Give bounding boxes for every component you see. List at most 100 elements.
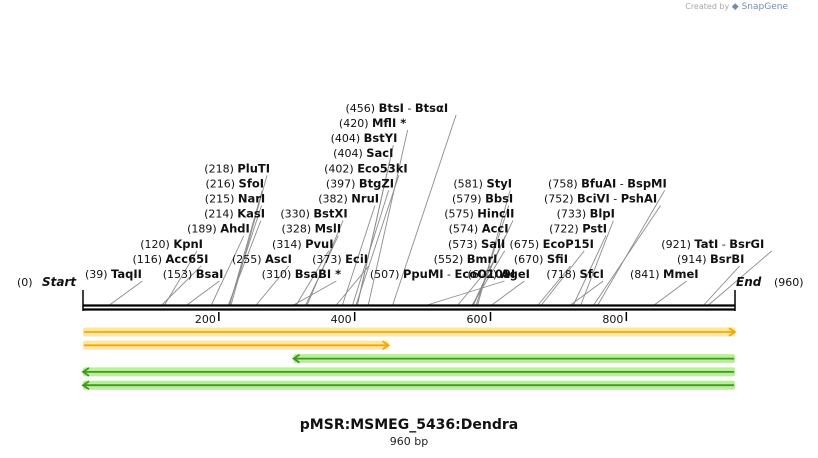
site-leader-line	[703, 265, 741, 306]
site-label-text: (456) BtsI - BtsαI	[345, 101, 448, 115]
site-position: (255)	[232, 253, 265, 266]
site-position: (153)	[163, 268, 196, 281]
credit-brand: SnapGene	[741, 2, 788, 12]
site-position: (579)	[452, 193, 485, 206]
site-label: (552) BmrI	[434, 252, 498, 266]
site-label: (718) SfcI	[546, 267, 603, 281]
sequence-backbone	[82, 290, 736, 311]
site-label-text: (914) BsrBI	[677, 252, 744, 266]
site-label: (574) AccI	[449, 222, 509, 236]
site-leader-line	[186, 280, 220, 306]
site-label: (153) BsaI	[163, 267, 224, 281]
site-leader-line	[475, 205, 510, 306]
site-label: (404) BstYI	[331, 131, 398, 145]
site-label: (215) NarI	[205, 192, 265, 206]
site-enzyme-name: BtsI	[379, 101, 404, 115]
site-position: (216)	[205, 177, 238, 190]
site-label: (733) BlpI	[557, 207, 615, 221]
site-position: (581)	[453, 177, 486, 190]
site-leader-line	[355, 175, 400, 306]
site-label-text: (404) SacI	[333, 146, 393, 160]
site-label-text: (573) SalI	[448, 237, 505, 251]
site-label-text: (330) BstXI	[280, 207, 347, 221]
site-labels: (39) TaqII(116) Acc65I(120) KpnI (153) Bs…	[85, 101, 764, 281]
site-enzyme-name: BsaI	[196, 267, 224, 281]
feature-arrow-head	[291, 353, 301, 364]
site-leader-line	[367, 129, 409, 306]
site-label: (675) EcoP15I	[510, 237, 594, 251]
ruler-tick-label: 200	[195, 313, 216, 326]
site-label: (456) BtsI - BtsαI	[345, 101, 448, 115]
feature-arrow	[81, 380, 735, 390]
site-leader-line	[295, 250, 330, 306]
site-position: (39)	[85, 268, 111, 281]
site-label-text: (373) EciI	[312, 252, 368, 266]
site-leader-line	[293, 280, 337, 306]
site-enzyme-name: SalI	[481, 237, 505, 251]
site-label-text: (602) AgeI	[468, 267, 530, 281]
site-enzyme-name: PstI	[582, 222, 607, 236]
site-enzyme-name: BfuAI	[581, 176, 616, 190]
site-enzyme-name: BstYI	[364, 131, 398, 145]
site-label-text: (581) StyI	[453, 176, 512, 190]
site-label: (310) BsaBI *	[262, 267, 342, 281]
site-enzyme-name: AscI	[265, 252, 292, 266]
site-label: (402) Eco53kI	[324, 161, 408, 175]
feature-arrow	[83, 327, 737, 337]
site-position: (733)	[557, 208, 590, 221]
site-leader-line	[109, 280, 143, 306]
site-label-text: (921) TatI - BsrGI	[661, 237, 764, 251]
site-enzyme-name: KpnI	[173, 237, 203, 251]
end-label: End	[736, 275, 762, 289]
site-label: (330) BstXI	[280, 207, 347, 221]
site-label: (573) SalI	[448, 237, 505, 251]
snapgene-logo: ◆ SnapGene	[731, 2, 788, 12]
site-position: (670)	[514, 253, 547, 266]
site-label-text: (382) NruI	[318, 192, 379, 206]
map-length: 960 bp	[389, 435, 429, 448]
site-label: (397) BtgZI	[326, 176, 394, 190]
site-leader-line	[477, 190, 511, 306]
site-position: (456)	[345, 102, 378, 115]
site-label-text: (579) BbsI	[452, 192, 513, 206]
site-label: (120) KpnI	[140, 237, 203, 251]
site-position: (214)	[204, 208, 237, 221]
site-enzyme-name: MmeI	[663, 267, 699, 281]
site-label: (752) BciVI - PshAI	[544, 192, 657, 206]
feature-arrow-head	[382, 340, 391, 351]
site-name-separator: -	[404, 102, 415, 115]
site-label: (758) BfuAI - BspMI	[548, 176, 667, 190]
feature-arrow-head	[728, 327, 737, 337]
site-leader-line	[597, 190, 666, 306]
snapgene-credit: Created by ◆ SnapGene	[685, 2, 788, 12]
site-position: (758)	[548, 177, 581, 190]
site-enzyme-name: Acc65I	[166, 252, 209, 266]
site-enzyme-name: MflI *	[372, 116, 406, 130]
site-label-text: (189) AhdI	[187, 222, 250, 236]
ruler-tick-label: 800	[602, 313, 623, 326]
site-leader-line	[580, 220, 614, 306]
site-leader-line	[472, 235, 506, 306]
site-label: (722) PstI	[549, 222, 607, 236]
site-label-text: (153) BsaI	[163, 267, 224, 281]
site-enzyme-name: PluTI	[237, 161, 270, 175]
site-leader-line	[541, 250, 585, 306]
site-label-text: (215) NarI	[205, 192, 265, 206]
plasmid-linear-map: (39) TaqII(116) Acc65I(120) KpnI (153) Bs…	[17, 101, 804, 390]
site-leader-line	[210, 235, 245, 306]
site-position: (116)	[132, 253, 165, 266]
site-position: (397)	[326, 177, 359, 190]
site-label-text: (670) SfiI	[514, 252, 568, 266]
site-label: (214) KasI	[204, 207, 265, 221]
site-position: (722)	[549, 223, 582, 236]
ruler-tick-label: 600	[467, 313, 488, 326]
feature-arrow	[291, 353, 735, 364]
site-label: (382) NruI	[318, 192, 379, 206]
site-label: (581) StyI	[453, 176, 512, 190]
site-label-text: (216) SfoI	[205, 176, 264, 190]
feature-arrow-head	[81, 380, 90, 390]
site-position: (574)	[449, 223, 482, 236]
site-label-text: (552) BmrI	[434, 252, 498, 266]
site-enzyme-name: AhdI	[220, 222, 250, 236]
site-label: (328) MslI	[282, 222, 342, 236]
